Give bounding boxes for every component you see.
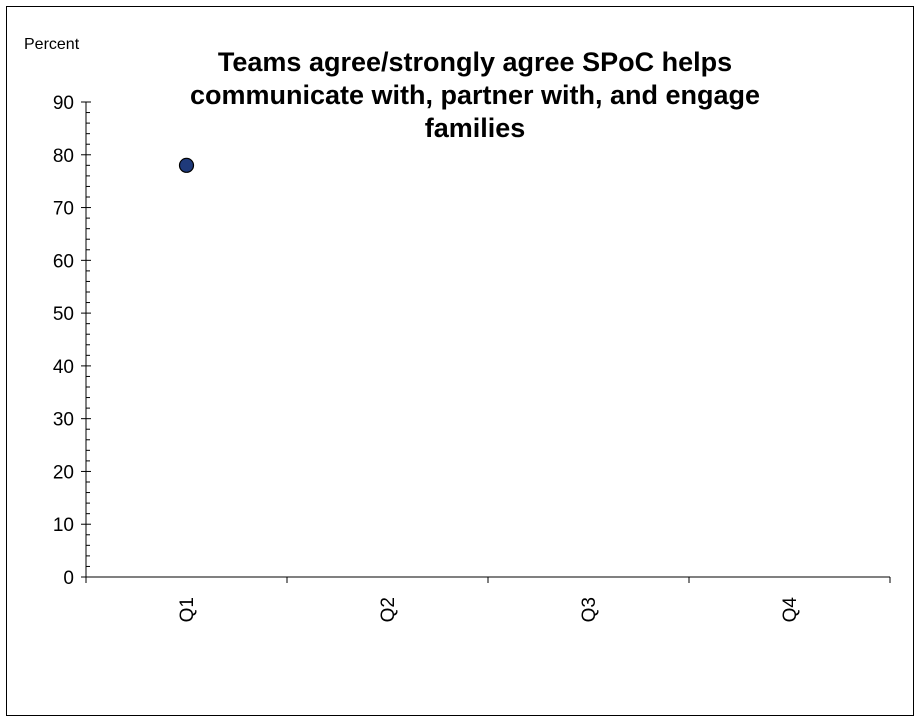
data-point [178, 157, 195, 173]
x-tick-label: Q2 [378, 597, 399, 622]
data-points [178, 157, 195, 173]
chart-title: Teams agree/strongly agree SPoC helps co… [189, 47, 761, 143]
x-tick-label: Q3 [579, 597, 600, 622]
y-tick-label: 30 [53, 410, 74, 431]
y-tick-label: 40 [53, 357, 74, 378]
x-tick-label: Q1 [177, 597, 198, 622]
chart-frame [6, 6, 914, 716]
x-ticks: Q1 Q2 Q3 Q4 [85, 577, 891, 623]
y-axis-label: Percent [24, 36, 80, 53]
y-ticks: 0 10 20 30 40 50 60 70 80 90 [53, 93, 91, 589]
y-tick-label: 50 [53, 304, 74, 325]
y-tick-label: 70 [53, 199, 74, 220]
x-tick-label: Q4 [780, 597, 801, 623]
axes [85, 102, 890, 578]
y-tick-label: 20 [53, 462, 74, 483]
y-tick-label: 10 [53, 515, 74, 536]
y-tick-label: 90 [53, 93, 74, 114]
y-tick-label: 0 [63, 568, 74, 589]
y-tick-label: 60 [53, 251, 74, 272]
y-tick-label: 80 [53, 146, 74, 167]
